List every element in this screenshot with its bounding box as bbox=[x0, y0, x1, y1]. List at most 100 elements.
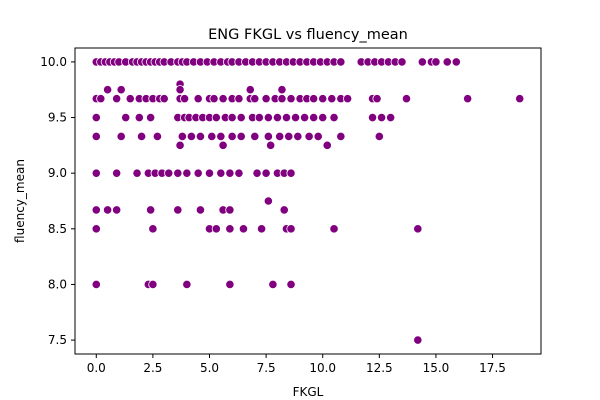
data-points bbox=[91, 57, 525, 345]
x-tick-label: 7.5 bbox=[257, 361, 276, 375]
data-point bbox=[103, 205, 113, 215]
data-point bbox=[322, 140, 332, 150]
data-point bbox=[195, 131, 206, 142]
data-point bbox=[261, 94, 271, 104]
data-point bbox=[211, 224, 221, 234]
data-point bbox=[329, 224, 339, 234]
data-point bbox=[91, 112, 101, 123]
data-point bbox=[236, 112, 246, 123]
y-tick-label: 9.0 bbox=[48, 166, 67, 180]
data-point bbox=[284, 131, 294, 142]
data-point bbox=[136, 131, 147, 142]
data-point bbox=[413, 224, 423, 234]
data-point bbox=[207, 131, 217, 142]
x-tick-label: 12.5 bbox=[366, 361, 393, 375]
data-point bbox=[238, 224, 249, 234]
y-tick-label: 7.5 bbox=[48, 333, 67, 347]
data-point bbox=[451, 57, 461, 67]
data-point bbox=[225, 168, 235, 178]
data-point bbox=[216, 131, 226, 142]
data-point bbox=[256, 224, 267, 234]
data-point bbox=[164, 168, 174, 178]
data-point bbox=[182, 168, 192, 178]
data-point bbox=[304, 131, 314, 142]
data-point bbox=[401, 94, 412, 104]
data-point bbox=[286, 168, 296, 178]
plot-area-frame bbox=[74, 47, 542, 355]
data-point bbox=[91, 131, 101, 142]
data-point bbox=[272, 112, 283, 123]
data-point bbox=[268, 279, 278, 290]
data-point bbox=[91, 168, 101, 178]
y-axis-label: fluency_mean bbox=[13, 159, 27, 243]
data-point bbox=[159, 94, 169, 104]
x-axis: 0.0 2.5 5.0 7.5 10.0 12.5 15.0 17.5 bbox=[87, 354, 506, 375]
data-point bbox=[261, 168, 271, 178]
data-point bbox=[177, 131, 187, 142]
data-point bbox=[91, 205, 101, 215]
data-point bbox=[336, 57, 346, 67]
data-point bbox=[218, 140, 228, 150]
y-tick-label: 9.5 bbox=[48, 111, 67, 125]
data-point bbox=[376, 112, 387, 123]
data-point bbox=[374, 131, 384, 142]
data-point bbox=[463, 94, 473, 104]
data-point bbox=[281, 112, 292, 123]
data-point bbox=[245, 85, 255, 95]
data-point bbox=[211, 112, 221, 123]
data-point bbox=[112, 94, 122, 104]
data-point bbox=[286, 224, 296, 234]
data-point bbox=[372, 94, 382, 104]
data-point bbox=[225, 224, 235, 234]
data-point bbox=[343, 94, 353, 104]
data-point bbox=[91, 224, 101, 234]
data-point bbox=[234, 94, 244, 104]
data-point bbox=[313, 131, 323, 142]
data-point bbox=[227, 112, 237, 123]
data-point bbox=[275, 131, 285, 142]
data-point bbox=[121, 112, 131, 123]
data-point bbox=[179, 94, 190, 104]
data-point bbox=[103, 85, 113, 95]
x-tick-label: 5.0 bbox=[200, 361, 219, 375]
data-point bbox=[173, 168, 183, 178]
data-point bbox=[250, 131, 260, 142]
data-point bbox=[397, 57, 407, 67]
data-point bbox=[318, 112, 328, 123]
data-point bbox=[146, 112, 156, 123]
data-point bbox=[112, 168, 122, 178]
data-point bbox=[250, 94, 260, 104]
data-point bbox=[336, 131, 346, 142]
data-point bbox=[225, 205, 235, 215]
data-point bbox=[216, 168, 226, 178]
data-point bbox=[148, 279, 158, 290]
data-point bbox=[204, 168, 215, 178]
x-tick-label: 17.5 bbox=[479, 361, 506, 375]
data-point bbox=[116, 131, 126, 142]
data-point bbox=[286, 94, 296, 104]
data-point bbox=[263, 131, 273, 142]
data-point bbox=[209, 94, 219, 104]
data-point bbox=[318, 94, 328, 104]
data-point bbox=[186, 131, 196, 142]
data-point bbox=[148, 224, 158, 234]
data-point bbox=[279, 205, 289, 215]
data-point bbox=[112, 205, 122, 215]
y-tick-label: 8.0 bbox=[48, 277, 67, 291]
data-point bbox=[218, 94, 228, 104]
y-tick-label: 8.5 bbox=[48, 222, 67, 236]
data-point bbox=[442, 57, 452, 67]
data-point bbox=[299, 112, 310, 123]
data-point bbox=[309, 94, 319, 104]
y-tick-label: 10.0 bbox=[40, 55, 67, 69]
data-point bbox=[125, 94, 135, 104]
data-point bbox=[431, 57, 441, 67]
data-point bbox=[96, 94, 106, 104]
data-point bbox=[515, 94, 525, 104]
data-point bbox=[263, 196, 273, 206]
data-point bbox=[293, 131, 303, 142]
data-point bbox=[225, 279, 235, 290]
data-point bbox=[290, 112, 301, 123]
data-point bbox=[254, 112, 264, 123]
